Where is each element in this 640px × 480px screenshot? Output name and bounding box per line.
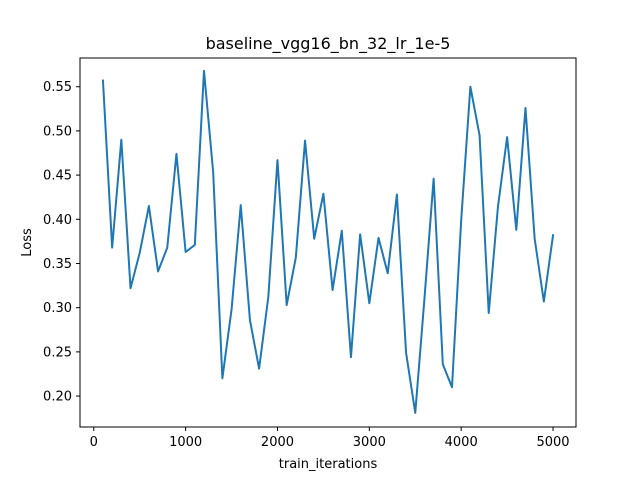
x-tick-label: 1000 <box>169 435 202 450</box>
loss-series-line <box>101 69 555 414</box>
x-tick-label: 2000 <box>261 435 294 450</box>
y-axis-label: Loss <box>20 228 35 257</box>
x-tick-label: 5000 <box>536 435 569 450</box>
x-tick-label: 3000 <box>353 435 386 450</box>
y-tick-label: 0.25 <box>43 345 72 360</box>
y-tick-label: 0.30 <box>43 301 72 316</box>
y-tick-label: 0.35 <box>43 257 72 272</box>
y-tick-label: 0.45 <box>43 169 72 184</box>
x-tick-label: 0 <box>90 435 98 450</box>
x-axis-ticks: 0 1000 2000 3000 4000 5000 <box>90 427 570 450</box>
x-axis-label: train_iterations <box>279 457 378 472</box>
chart-title: baseline_vgg16_bn_32_lr_1e-5 <box>206 34 451 54</box>
y-tick-label: 0.40 <box>43 213 72 228</box>
x-tick-label: 4000 <box>445 435 478 450</box>
y-tick-label: 0.20 <box>43 390 72 405</box>
series-layer <box>101 69 555 414</box>
y-tick-label: 0.50 <box>43 124 72 139</box>
y-tick-label: 0.55 <box>43 80 72 95</box>
axes-frame <box>79 57 577 428</box>
y-axis-ticks: 0.20 0.25 0.30 0.35 0.40 0.45 0.50 0.55 <box>43 80 80 405</box>
